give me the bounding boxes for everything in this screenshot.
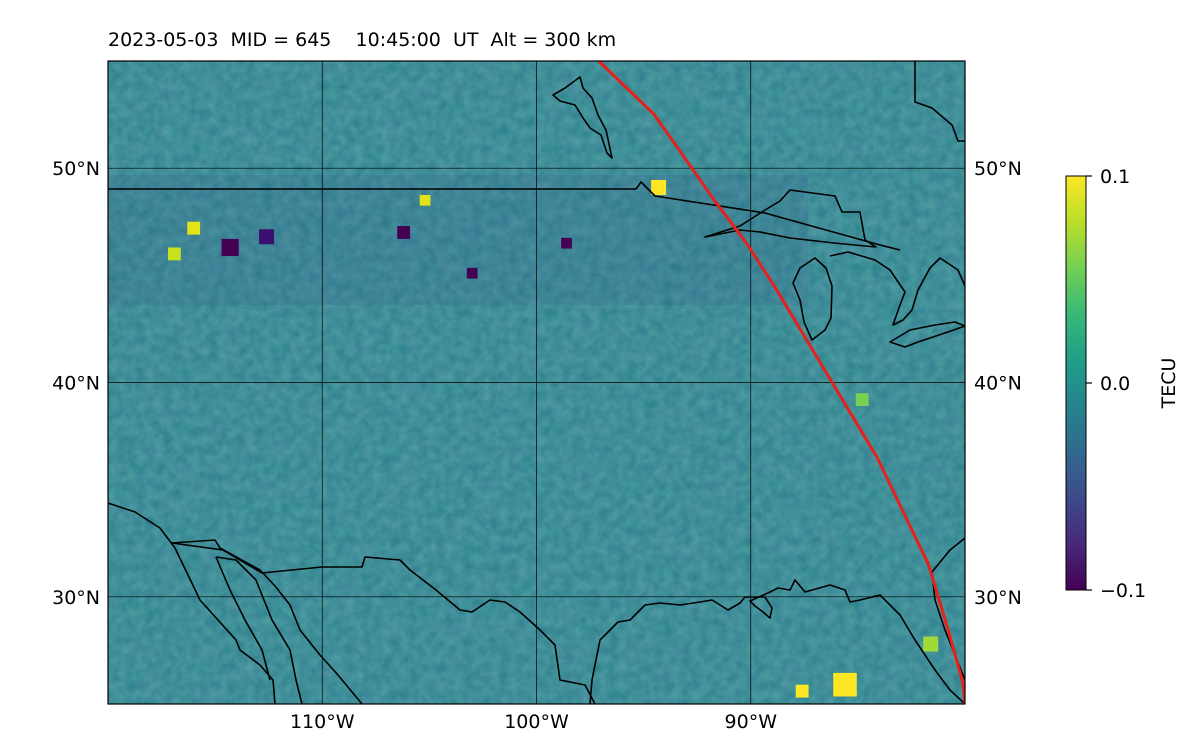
lat-tick-label-left: 30°N [52, 587, 100, 609]
tec-anomaly-cell [651, 179, 667, 195]
baja-california-coast [171, 539, 363, 704]
tec-highlights [167, 179, 939, 698]
colorbar-label: TECU [1158, 358, 1180, 410]
tec-anomaly-cell [187, 221, 201, 235]
tec-anomaly-cell [923, 636, 939, 652]
tec-anomaly-cell [419, 194, 431, 206]
tec-anomaly-cell [795, 684, 809, 698]
lat-tick: 50°N 50°N [52, 158, 1022, 180]
map-title: 2023-05-03 MID = 645 10:45:00 UT Alt = 3… [108, 29, 617, 51]
tec-anomaly-cell [259, 229, 275, 245]
lat-tick-label-right: 50°N [974, 158, 1022, 180]
lat-tick-label-right: 40°N [974, 373, 1022, 395]
colorbar: 0.1 0.0 −0.1 TECU [1065, 166, 1180, 602]
lat-tick-label-left: 50°N [52, 158, 100, 180]
hudson-bay-coast [914, 61, 965, 142]
lon-tick-label: 100°W [504, 711, 569, 733]
tec-anomaly-cell [466, 267, 478, 279]
lake-michigan-coast [792, 257, 833, 341]
lon-tick: 110°W [290, 711, 355, 733]
tec-anomaly-cell [855, 393, 869, 407]
lat-tick: 40°N 40°N [52, 373, 1022, 395]
colorbar-tick-label: −0.1 [1100, 580, 1146, 602]
lat-tick-label-left: 40°N [52, 373, 100, 395]
lon-tick-label: 90°W [725, 711, 778, 733]
baja-peninsula-outline [215, 556, 303, 704]
lat-tick-label-right: 30°N [974, 587, 1022, 609]
tec-anomaly-cell [561, 237, 572, 249]
lon-tick: 90°W [725, 711, 778, 733]
map-plot-area [108, 61, 965, 704]
axis-ticks: 110°W 100°W 90°W 30°N 30°N 40°N 40°N 50°N 50°N [52, 158, 1022, 733]
colorbar-tick-label: 0.1 [1100, 166, 1130, 188]
colorbar-gradient [1065, 175, 1087, 591]
lon-tick-label: 110°W [290, 711, 355, 733]
gulf-coast [589, 579, 965, 704]
northern-band-shade [108, 175, 808, 305]
colorbar-tick-label: 0.0 [1100, 373, 1130, 395]
tec-anomaly-cell [221, 238, 239, 257]
tec-anomaly-cell [833, 672, 857, 697]
lake-erie-coast [889, 321, 965, 348]
lon-tick: 100°W [504, 711, 569, 733]
tec-anomaly-cell [167, 247, 181, 261]
lake-of-the-woods-coast [552, 76, 613, 159]
gulf-of-california-coast [108, 502, 276, 704]
satellite-track [597, 61, 965, 704]
map-gridlines [108, 61, 965, 704]
map-frame [107, 60, 966, 705]
lat-tick: 30°N 30°N [52, 587, 1022, 609]
lake-superior-coast [704, 189, 877, 248]
lake-huron-coast [829, 251, 965, 326]
colorbar-ticks: 0.1 0.0 −0.1 [1086, 166, 1146, 602]
tec-anomaly-cell [397, 226, 411, 239]
